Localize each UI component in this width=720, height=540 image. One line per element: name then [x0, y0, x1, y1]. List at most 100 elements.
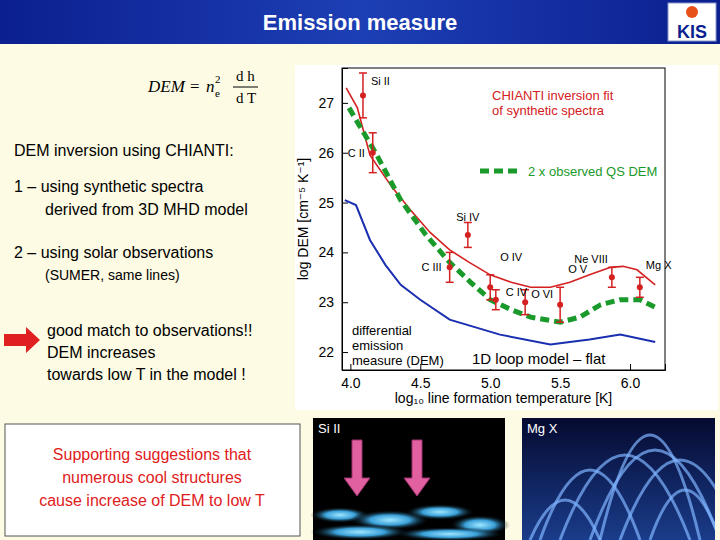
data-point: [360, 92, 366, 98]
plot-area: [345, 73, 655, 345]
formula: e: [215, 87, 220, 99]
tick-mark: [342, 252, 348, 253]
logo: KIS: [677, 22, 707, 42]
chart-labels: CHIANTI inversion fitof synthetic spectr…: [348, 75, 673, 369]
data-point-group: [464, 222, 472, 247]
error-cap: [521, 314, 529, 316]
data-point: [493, 297, 499, 303]
formula: DEM: [147, 77, 186, 96]
data-point-group: [608, 267, 616, 287]
formula: d T: [236, 90, 256, 106]
y-tick: 22: [318, 344, 348, 360]
error-cap: [446, 282, 454, 284]
tick-mark: [342, 302, 348, 303]
image-label: Si II: [318, 421, 340, 436]
error-cap: [369, 172, 377, 174]
x-tick: 4.5: [411, 364, 431, 391]
note-box: [5, 424, 300, 536]
tick-mark: [342, 352, 348, 353]
tick-label: 5.5: [551, 375, 571, 391]
error-cap: [556, 287, 564, 289]
plot-frame: [342, 68, 665, 370]
legend-entry: CHIANTI inversion fitof synthetic spectr…: [492, 88, 614, 118]
title-bar: [0, 0, 720, 44]
slide: Emission measureKISDEM=ne2d hd TDEM inve…: [0, 0, 720, 540]
title: Emission measure: [263, 10, 457, 35]
data-point: [557, 302, 563, 308]
list-item: 1 – using synthetic spectra: [14, 178, 204, 195]
conclusion-text: towards low T in the model !: [47, 366, 246, 383]
image-arrow: [404, 440, 430, 496]
data-point: [609, 274, 615, 280]
tick-mark: [342, 103, 348, 104]
logo-sun: [686, 6, 698, 18]
legend-swatch: [480, 169, 522, 174]
y-axis-title: log DEM [cm⁻⁵ K⁻¹]: [295, 158, 311, 281]
formula: =: [190, 77, 200, 96]
tick-label: 23: [318, 294, 334, 310]
list-item: (SUMER, same lines): [45, 267, 180, 283]
image-loops: [530, 435, 715, 540]
data-point: [447, 264, 453, 270]
legend-line: 2 x observed QS DEM: [528, 164, 657, 179]
error-cap: [369, 132, 377, 134]
x-tick: 4.0: [341, 364, 361, 391]
list-item: derived from 3D MHD model: [45, 201, 248, 218]
image-label: Mg X: [527, 421, 558, 436]
y-tick: 25: [318, 195, 348, 211]
tick-label: 4.5: [411, 375, 431, 391]
error-cap: [446, 252, 454, 254]
tick-label: 5.0: [481, 375, 501, 391]
data-point: [465, 232, 471, 238]
x-tick: 6.0: [621, 364, 641, 391]
point-label: Mg X: [646, 259, 672, 271]
error-cap: [464, 247, 472, 249]
y-axis: 22 23 24 25 26 27: [318, 69, 348, 371]
annotation: emission: [352, 338, 403, 353]
tick-label: 25: [318, 195, 334, 211]
y-tick: 23: [318, 294, 348, 310]
image-arrow: [344, 440, 370, 496]
legend-line: 1D loop model – flat: [472, 350, 606, 367]
y-tick: 26: [318, 145, 348, 161]
tick-mark: [342, 203, 348, 204]
intro-text: DEM inversion using CHIANTI:: [14, 142, 234, 159]
point-label: C II: [348, 147, 365, 159]
chart-panel: [295, 65, 718, 410]
tick-label: 22: [318, 344, 334, 360]
tick-label: 6.0: [621, 375, 641, 391]
data-point-group: [486, 275, 494, 300]
note-text: cause increase of DEM to low T: [39, 492, 265, 509]
error-cap: [608, 287, 616, 289]
error-cap: [359, 72, 367, 74]
conclusion-text: DEM increases: [47, 344, 155, 361]
note-text: Supporting suggestions that: [53, 446, 252, 463]
error-cap: [636, 296, 644, 298]
error-cap: [359, 117, 367, 119]
note-text: numerous cool structures: [62, 469, 242, 486]
background: [0, 0, 720, 540]
annotation: differential: [352, 323, 412, 338]
x-axis-title: log₁₀ line formation temperature [K]: [395, 390, 613, 406]
point-label: C IV: [506, 286, 528, 298]
error-cap: [492, 309, 500, 311]
arrow: [4, 327, 40, 353]
point-label: O VI: [531, 288, 553, 300]
tick-mark: [630, 364, 631, 370]
error-cap: [636, 277, 644, 279]
image-feature: [650, 490, 715, 540]
data-point-group: [492, 290, 500, 310]
y-tick: 27: [318, 95, 348, 111]
tick-label: 24: [318, 244, 334, 260]
data-point: [522, 299, 528, 305]
error-cap: [556, 321, 564, 323]
data-point: [370, 150, 376, 156]
point-label: Ne VIII: [574, 253, 608, 265]
data-point-group: [446, 252, 454, 282]
axis-line: [343, 69, 349, 371]
tick-label: 27: [318, 95, 334, 111]
error-cap: [608, 267, 616, 269]
conclusion-text: good match to observations!!: [47, 322, 252, 339]
logo-box: [668, 3, 716, 41]
images: Si II Mg X: [310, 418, 720, 540]
